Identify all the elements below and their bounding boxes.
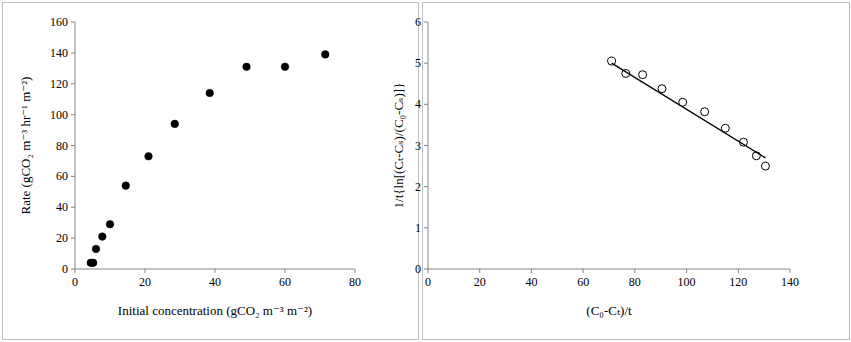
y-tick [71, 145, 75, 146]
y-tick [424, 104, 428, 105]
data-point [145, 153, 153, 161]
y-tick [424, 22, 428, 23]
y-tick [424, 145, 428, 146]
y-tick-label: 80 [56, 139, 68, 153]
data-point [658, 85, 666, 93]
y-tick [71, 22, 75, 23]
y-tick [71, 114, 75, 115]
x-tick [583, 269, 584, 273]
y-tick-label: 0 [62, 262, 68, 276]
y-tick-label: 20 [56, 231, 68, 245]
y-tick [424, 186, 428, 187]
x-tick-label: 40 [525, 275, 537, 289]
panel-border [3, 3, 419, 340]
y-tick-label: 160 [50, 15, 68, 29]
y-tick [424, 63, 428, 64]
x-tick [634, 269, 635, 273]
y-tick-label: 1 [415, 221, 421, 235]
y-axis-label: Rate (gCO₂ m⁻³ hr⁻¹ m⁻²) [18, 77, 33, 215]
x-tick-label: 120 [729, 275, 747, 289]
y-tick [71, 238, 75, 239]
y-tick-label: 6 [415, 15, 421, 29]
x-tick [428, 269, 429, 273]
x-tick-label: 0 [72, 275, 78, 289]
data-point [171, 120, 179, 128]
x-axis-line [428, 269, 790, 270]
y-tick-label: 0 [415, 262, 421, 276]
x-tick-label: 20 [474, 275, 486, 289]
x-tick [75, 269, 76, 273]
x-tick-label: 20 [139, 275, 151, 289]
y-tick [424, 227, 428, 228]
x-tick [686, 269, 687, 273]
data-point [206, 89, 214, 97]
x-tick-label: 60 [279, 275, 291, 289]
x-tick-label: 60 [577, 275, 589, 289]
y-tick [71, 52, 75, 53]
y-tick-label: 3 [415, 139, 421, 153]
x-tick [215, 269, 216, 273]
y-tick [71, 269, 75, 270]
x-tick [285, 269, 286, 273]
y-tick [71, 207, 75, 208]
plot-area [608, 57, 770, 170]
x-tick-label: 80 [349, 275, 361, 289]
x-tick [790, 269, 791, 273]
y-tick [424, 269, 428, 270]
data-point [106, 220, 114, 228]
data-point [92, 245, 100, 253]
data-point [281, 63, 289, 71]
y-tick-label: 40 [56, 200, 68, 214]
panel-border [423, 3, 850, 340]
panel: 020406080020406080100120140160Initial co… [3, 3, 419, 340]
data-point [122, 182, 130, 190]
x-tick [479, 269, 480, 273]
y-tick-label: 120 [50, 77, 68, 91]
x-tick-label: 40 [209, 275, 221, 289]
data-point [761, 162, 769, 170]
data-point [639, 71, 647, 79]
data-point [701, 108, 709, 116]
y-tick-label: 140 [50, 46, 68, 60]
y-tick-label: 60 [56, 169, 68, 183]
panel: 0 20 40 60 80 100 120 140 0 1 2 3 4 5 6 (C₀-Cₜ)/t 1/t{ln… [391, 3, 850, 340]
x-tick-label: 100 [678, 275, 696, 289]
data-point [243, 63, 251, 71]
x-tick [531, 269, 532, 273]
x-tick-label: 140 [781, 275, 799, 289]
y-tick [71, 176, 75, 177]
data-point [89, 259, 97, 267]
x-tick-label: 80 [629, 275, 641, 289]
figure: 020406080020406080100120140160Initial co… [0, 0, 851, 342]
y-tick-label: 5 [415, 56, 421, 70]
y-tick-label: 100 [50, 108, 68, 122]
data-point [321, 51, 329, 59]
x-axis-label: (C₀-Cₜ)/t [586, 303, 632, 318]
x-tick [355, 269, 356, 273]
y-tick-label: 2 [415, 180, 421, 194]
x-tick [145, 269, 146, 273]
y-tick [71, 83, 75, 84]
x-axis-label: Initial concentration (gCO₂ m⁻³ m⁻²) [118, 303, 312, 318]
data-point [99, 233, 107, 241]
y-tick-label: 4 [415, 97, 421, 111]
fit-line [612, 63, 766, 158]
x-tick-label: 0 [425, 275, 431, 289]
plot-area [87, 51, 329, 267]
x-tick [738, 269, 739, 273]
y-axis-label: 1/t{ln[(Cₜ-Cₛ)/(C₀-Cₛ)]} [391, 83, 406, 209]
